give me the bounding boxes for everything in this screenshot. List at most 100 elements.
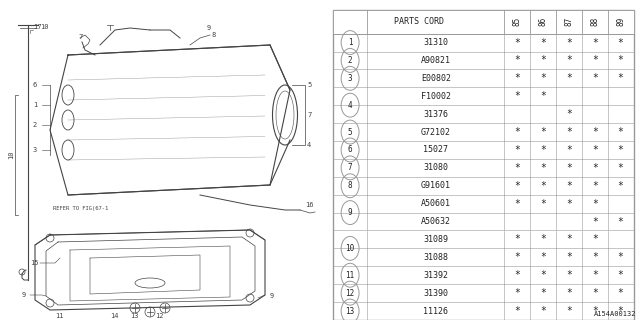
Text: 4: 4 — [348, 101, 353, 110]
Text: 6: 6 — [33, 82, 37, 88]
Text: 14: 14 — [110, 313, 118, 319]
Text: *: * — [592, 55, 598, 66]
Text: *: * — [540, 181, 546, 191]
Text: 16: 16 — [305, 202, 314, 208]
Text: 12: 12 — [155, 313, 163, 319]
Text: 9: 9 — [207, 25, 211, 31]
Text: *: * — [566, 37, 572, 48]
Text: *: * — [540, 127, 546, 137]
Text: *: * — [540, 163, 546, 173]
Text: *: * — [566, 306, 572, 316]
Text: *: * — [566, 252, 572, 262]
Text: *: * — [515, 37, 520, 48]
Text: *: * — [515, 306, 520, 316]
Text: *: * — [592, 199, 598, 209]
Text: *: * — [592, 235, 598, 244]
Text: *: * — [540, 55, 546, 66]
Text: 3: 3 — [348, 74, 353, 83]
Text: *: * — [592, 127, 598, 137]
Text: 12: 12 — [346, 289, 355, 298]
Text: *: * — [618, 163, 623, 173]
Text: 88: 88 — [590, 17, 599, 26]
Text: *: * — [515, 181, 520, 191]
Text: 5: 5 — [307, 82, 311, 88]
Text: 7: 7 — [78, 34, 83, 40]
Text: 11: 11 — [55, 313, 63, 319]
Text: *: * — [515, 145, 520, 155]
Text: *: * — [515, 127, 520, 137]
Text: 31376: 31376 — [423, 110, 449, 119]
Text: *: * — [540, 288, 546, 298]
Text: 5: 5 — [348, 128, 353, 137]
Text: 7: 7 — [307, 112, 311, 118]
Text: 8: 8 — [348, 181, 353, 190]
Text: A50601: A50601 — [421, 199, 451, 208]
Text: 3: 3 — [33, 147, 37, 153]
Text: *: * — [540, 270, 546, 280]
Text: *: * — [540, 91, 546, 101]
Text: 10: 10 — [40, 24, 49, 30]
Text: 7: 7 — [348, 163, 353, 172]
Text: *: * — [592, 73, 598, 83]
Text: 87: 87 — [564, 17, 573, 26]
Text: *: * — [515, 199, 520, 209]
Text: 10: 10 — [8, 151, 14, 159]
Text: 11126: 11126 — [423, 307, 449, 316]
Text: 89: 89 — [616, 17, 625, 26]
Text: *: * — [515, 288, 520, 298]
Text: 11: 11 — [346, 271, 355, 280]
Text: *: * — [618, 306, 623, 316]
Text: *: * — [515, 270, 520, 280]
Text: 1: 1 — [33, 102, 37, 108]
Text: *: * — [592, 163, 598, 173]
Text: *: * — [540, 252, 546, 262]
Text: 31390: 31390 — [423, 289, 449, 298]
Text: *: * — [540, 306, 546, 316]
Text: *: * — [566, 145, 572, 155]
Text: *: * — [592, 288, 598, 298]
Text: *: * — [618, 55, 623, 66]
Text: 9: 9 — [22, 292, 26, 298]
Text: *: * — [618, 270, 623, 280]
Text: A90821: A90821 — [421, 56, 451, 65]
Text: *: * — [592, 252, 598, 262]
Text: *: * — [592, 37, 598, 48]
Bar — [333, 10, 634, 34]
Text: *: * — [618, 252, 623, 262]
Text: 13: 13 — [346, 307, 355, 316]
Text: *: * — [540, 235, 546, 244]
Text: REFER TO FIG(67-1: REFER TO FIG(67-1 — [53, 206, 108, 211]
Text: *: * — [515, 235, 520, 244]
Text: *: * — [592, 306, 598, 316]
Text: E00802: E00802 — [421, 74, 451, 83]
Text: 31089: 31089 — [423, 235, 449, 244]
Text: 17: 17 — [33, 24, 42, 30]
Text: *: * — [566, 199, 572, 209]
Text: *: * — [515, 163, 520, 173]
Text: *: * — [515, 73, 520, 83]
Text: 31310: 31310 — [423, 38, 449, 47]
Text: *: * — [592, 217, 598, 227]
Text: *: * — [618, 37, 623, 48]
Text: 31080: 31080 — [423, 163, 449, 172]
Text: *: * — [592, 145, 598, 155]
Text: 15: 15 — [30, 260, 38, 266]
Text: *: * — [566, 181, 572, 191]
Text: A154A00132: A154A00132 — [595, 311, 637, 317]
Text: *: * — [566, 109, 572, 119]
Text: PARTS CORD: PARTS CORD — [394, 17, 444, 26]
Text: *: * — [618, 181, 623, 191]
Text: *: * — [566, 270, 572, 280]
Text: *: * — [540, 199, 546, 209]
Text: *: * — [618, 145, 623, 155]
Text: 10: 10 — [346, 244, 355, 253]
Text: 1: 1 — [348, 38, 353, 47]
Text: 31392: 31392 — [423, 271, 449, 280]
Text: F10002: F10002 — [421, 92, 451, 101]
Text: *: * — [566, 288, 572, 298]
Text: *: * — [566, 127, 572, 137]
Text: 13: 13 — [130, 313, 138, 319]
Text: *: * — [540, 37, 546, 48]
Text: *: * — [618, 217, 623, 227]
Text: *: * — [515, 252, 520, 262]
